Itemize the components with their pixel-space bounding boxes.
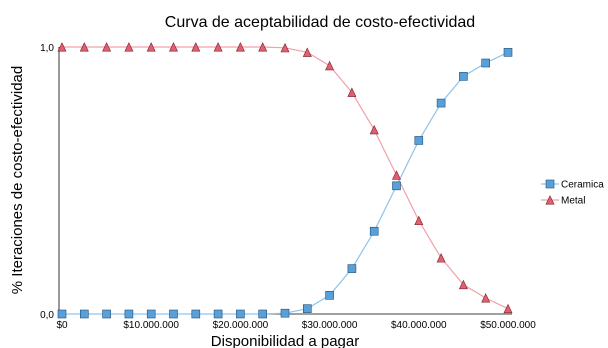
ceramica-data-point	[436, 98, 446, 108]
x-tick-label: $0	[56, 320, 68, 331]
ceramica-data-point	[57, 309, 67, 319]
tick-labels: $0 $10.000.000 $20.000.000 $30.000.000 $40.0…	[40, 43, 536, 331]
ceramica-data-point	[258, 309, 268, 319]
metal-data-point	[235, 42, 245, 52]
ceramica-data-point	[481, 58, 491, 68]
metal-data-point	[481, 293, 491, 303]
metal-data-point	[79, 42, 89, 52]
ceramica-data-point	[325, 291, 334, 300]
ceramica-data-point	[302, 304, 312, 313]
x-tick-label: $50.000.000	[480, 320, 536, 331]
ceramica-data-point	[191, 309, 201, 319]
x-tick-label: $10.000.000	[123, 320, 179, 331]
ceramica-legend-marker	[545, 179, 555, 189]
ceramica-data-point	[102, 309, 111, 319]
y-tick-label: 0,0	[40, 310, 54, 321]
ceramica-data-point	[347, 264, 357, 273]
metal-data-point	[102, 42, 112, 52]
ceramica-data-point	[280, 308, 290, 318]
metal-legend-marker	[545, 195, 555, 205]
metal-data-point	[57, 42, 67, 52]
ceramica-data-point	[146, 309, 156, 319]
ceramica-data-point	[169, 309, 178, 319]
ceramica-data-point	[392, 181, 401, 191]
metal-data-point	[369, 124, 379, 135]
metal-data-point	[325, 60, 335, 71]
ceramica-data-point	[80, 309, 89, 319]
ceramica-data-point	[414, 136, 424, 145]
metal-data-point	[392, 170, 401, 180]
y-axis-label: % Iteraciones de costo-efectividad	[9, 66, 26, 294]
chart-title: Curva de aceptabilidad de costo-efectivi…	[165, 14, 475, 31]
series-lines	[62, 46, 509, 315]
metal-legend-label: Metal	[561, 196, 585, 207]
x-tick-label: $40.000.000	[391, 320, 447, 331]
plot-axes	[58, 47, 512, 315]
ceramica-data-point	[503, 48, 513, 57]
metal-data-point	[124, 42, 134, 52]
legend: Ceramica Metal	[541, 180, 604, 207]
metal-data-point	[213, 42, 223, 52]
ceramica-data-point	[236, 309, 245, 319]
metal-data-point	[503, 303, 513, 314]
metal-data-point	[258, 42, 268, 52]
ceramica-series-line	[62, 51, 509, 315]
metal-data-point	[146, 42, 156, 52]
metal-series-line	[62, 46, 509, 310]
metal-data-point	[436, 253, 446, 263]
ceramica-data-point	[369, 226, 379, 236]
x-tick-label: $20.000.000	[213, 320, 269, 331]
metal-data-point	[414, 215, 424, 226]
ceramica-data-point	[459, 72, 468, 81]
metal-data-point	[280, 42, 290, 53]
ceramica-data-point	[124, 309, 134, 319]
metal-data-point	[458, 279, 468, 290]
metal-data-point	[191, 42, 201, 52]
x-tick-label: $30.000.000	[302, 320, 358, 331]
series-markers	[57, 42, 513, 319]
x-axis-label: Disponibilidad a pagar	[211, 333, 359, 348]
ceramica-legend-label: Ceramica	[561, 180, 604, 191]
metal-data-point	[302, 47, 312, 57]
y-tick-label: 1,0	[40, 43, 54, 54]
ceramica-data-point	[213, 309, 223, 319]
metal-data-point	[347, 87, 357, 97]
metal-data-point	[169, 42, 178, 52]
